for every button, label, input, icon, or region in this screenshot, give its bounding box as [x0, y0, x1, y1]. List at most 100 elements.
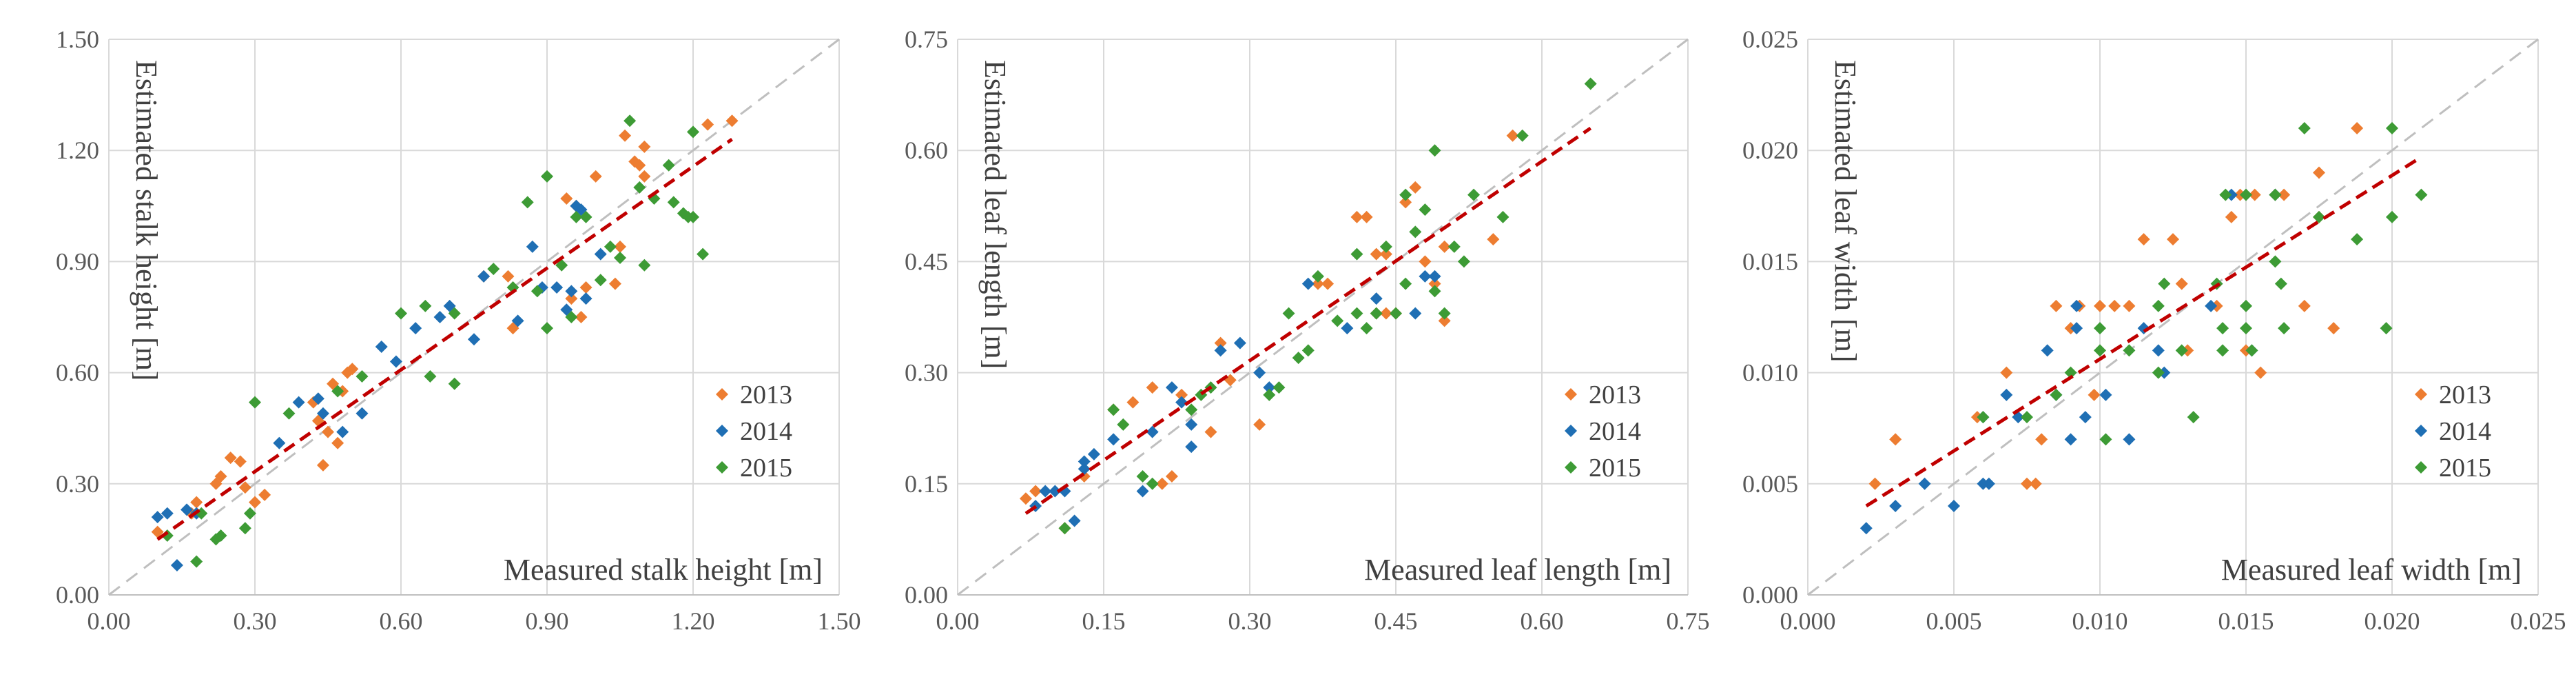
data-point-2014: [1107, 433, 1120, 446]
data-point-2015: [2216, 344, 2229, 357]
data-point-2013: [614, 240, 626, 253]
data-point-2013: [322, 425, 334, 438]
y-axis-title: Estimated leaf width [m]: [1828, 60, 1862, 363]
data-point-2014: [594, 247, 607, 261]
data-point-2013: [1370, 247, 1383, 261]
data-point-2015: [1146, 477, 1159, 490]
chart-panel-2: 0.00 0.15 0.30 0.45 0.60 0.75 0.00 0.15 0.30 0.45…: [905, 26, 1710, 635]
data-point-2014: [526, 240, 539, 253]
y-tick-label: 0.00: [56, 581, 99, 609]
data-point-2015: [249, 396, 261, 409]
data-point-2014: [433, 311, 446, 323]
data-point-2013: [2088, 388, 2101, 401]
data-point-2014: [2205, 299, 2218, 312]
data-point-2015: [1311, 270, 1324, 283]
data-point-2014: [468, 333, 480, 346]
data-point-2015: [2415, 188, 2428, 201]
data-point-2013: [1428, 277, 1441, 290]
data-point-2015: [2269, 188, 2282, 201]
x-tick-label: 0.60: [380, 607, 423, 635]
data-point-2015: [448, 377, 461, 390]
data-point-2013: [2137, 233, 2150, 246]
legend-label-2013: 2013: [2439, 381, 2491, 409]
data-point-2015: [2152, 299, 2165, 312]
data-point-2014: [1253, 366, 1266, 379]
data-point-2015: [2216, 322, 2229, 335]
data-point-2015: [331, 385, 344, 398]
legend-marker-2014: [716, 425, 728, 437]
data-point-2013: [2248, 188, 2261, 201]
legend-marker-2013: [716, 388, 728, 401]
legend-label-2015: 2015: [1589, 454, 1641, 483]
data-point-2014: [1078, 463, 1091, 476]
data-point-2015: [448, 307, 461, 320]
data-point-2015: [2175, 344, 2188, 357]
x-tick-label: 0.000: [1780, 607, 1836, 635]
x-tick-label: 0.00: [87, 607, 131, 635]
data-point-2015: [2274, 277, 2287, 290]
y-tick-label: 0.30: [56, 470, 99, 498]
data-point-2014: [477, 270, 491, 283]
data-point-2014: [292, 396, 305, 409]
data-point-2014: [170, 559, 183, 572]
data-point-2015: [1331, 314, 1344, 327]
data-point-2014: [316, 407, 329, 420]
data-point-2014: [273, 436, 286, 449]
trend-line: [156, 138, 733, 541]
data-point-2015: [2219, 188, 2232, 201]
data-point-2015: [2123, 344, 2136, 357]
y-tick-label: 0.60: [905, 136, 948, 164]
data-point-2013: [1253, 418, 1266, 431]
y-tick-label: 0.15: [905, 470, 948, 498]
x-axis-title: Measured leaf length [m]: [1364, 553, 1671, 587]
x-tick-label: 0.75: [1667, 607, 1710, 635]
data-point-2014: [1185, 418, 1198, 431]
y-tick-label: 0.00: [905, 581, 948, 609]
data-point-2013: [258, 488, 271, 501]
legend-label-2013: 2013: [740, 381, 792, 409]
data-point-2015: [2386, 121, 2398, 134]
data-point-2013: [560, 192, 573, 205]
data-point-2014: [1146, 425, 1159, 438]
data-point-2015: [1457, 255, 1470, 268]
data-point-2015: [2380, 322, 2393, 335]
legend-label-2015: 2015: [740, 454, 792, 483]
data-point-2015: [541, 322, 553, 335]
data-point-2013: [1165, 470, 1178, 483]
data-point-2015: [1428, 285, 1441, 298]
data-point-2014: [1948, 500, 1960, 513]
data-point-2014: [1341, 322, 1354, 335]
data-point-2013: [575, 311, 588, 323]
data-point-2014: [1175, 396, 1188, 409]
data-point-2013: [1321, 277, 1335, 290]
data-point-2013: [2021, 477, 2033, 490]
data-point-2014: [311, 392, 324, 405]
legend-marker-2014: [2415, 425, 2427, 437]
data-point-2014: [2099, 388, 2112, 401]
data-point-2015: [1447, 240, 1461, 253]
data-point-2015: [2187, 411, 2200, 424]
data-point-2014: [1263, 381, 1276, 394]
data-point-2014: [1409, 307, 1422, 320]
data-point-2015: [1399, 188, 1412, 201]
data-point-2015: [1584, 77, 1597, 90]
data-point-2015: [1350, 307, 1363, 320]
data-point-2015: [395, 307, 407, 320]
data-point-2014: [2070, 299, 2083, 312]
data-point-2014: [161, 507, 174, 520]
data-point-2013: [1889, 433, 1902, 446]
x-tick-label: 0.020: [2364, 607, 2420, 635]
y-tick-label: 0.45: [905, 247, 948, 275]
legend-marker-2015: [2415, 461, 2427, 474]
data-point-2015: [1136, 470, 1149, 483]
data-point-2014: [550, 281, 564, 294]
y-tick-label: 0.005: [1742, 470, 1798, 498]
legend-marker-2015: [716, 461, 728, 474]
data-point-2015: [1977, 411, 1990, 424]
data-point-2015: [1399, 277, 1412, 290]
y-tick-label: 0.015: [1742, 247, 1798, 275]
data-point-2013: [224, 452, 237, 465]
data-point-2015: [161, 529, 174, 543]
data-point-2013: [1506, 129, 1519, 142]
identity-line: [957, 38, 1689, 596]
